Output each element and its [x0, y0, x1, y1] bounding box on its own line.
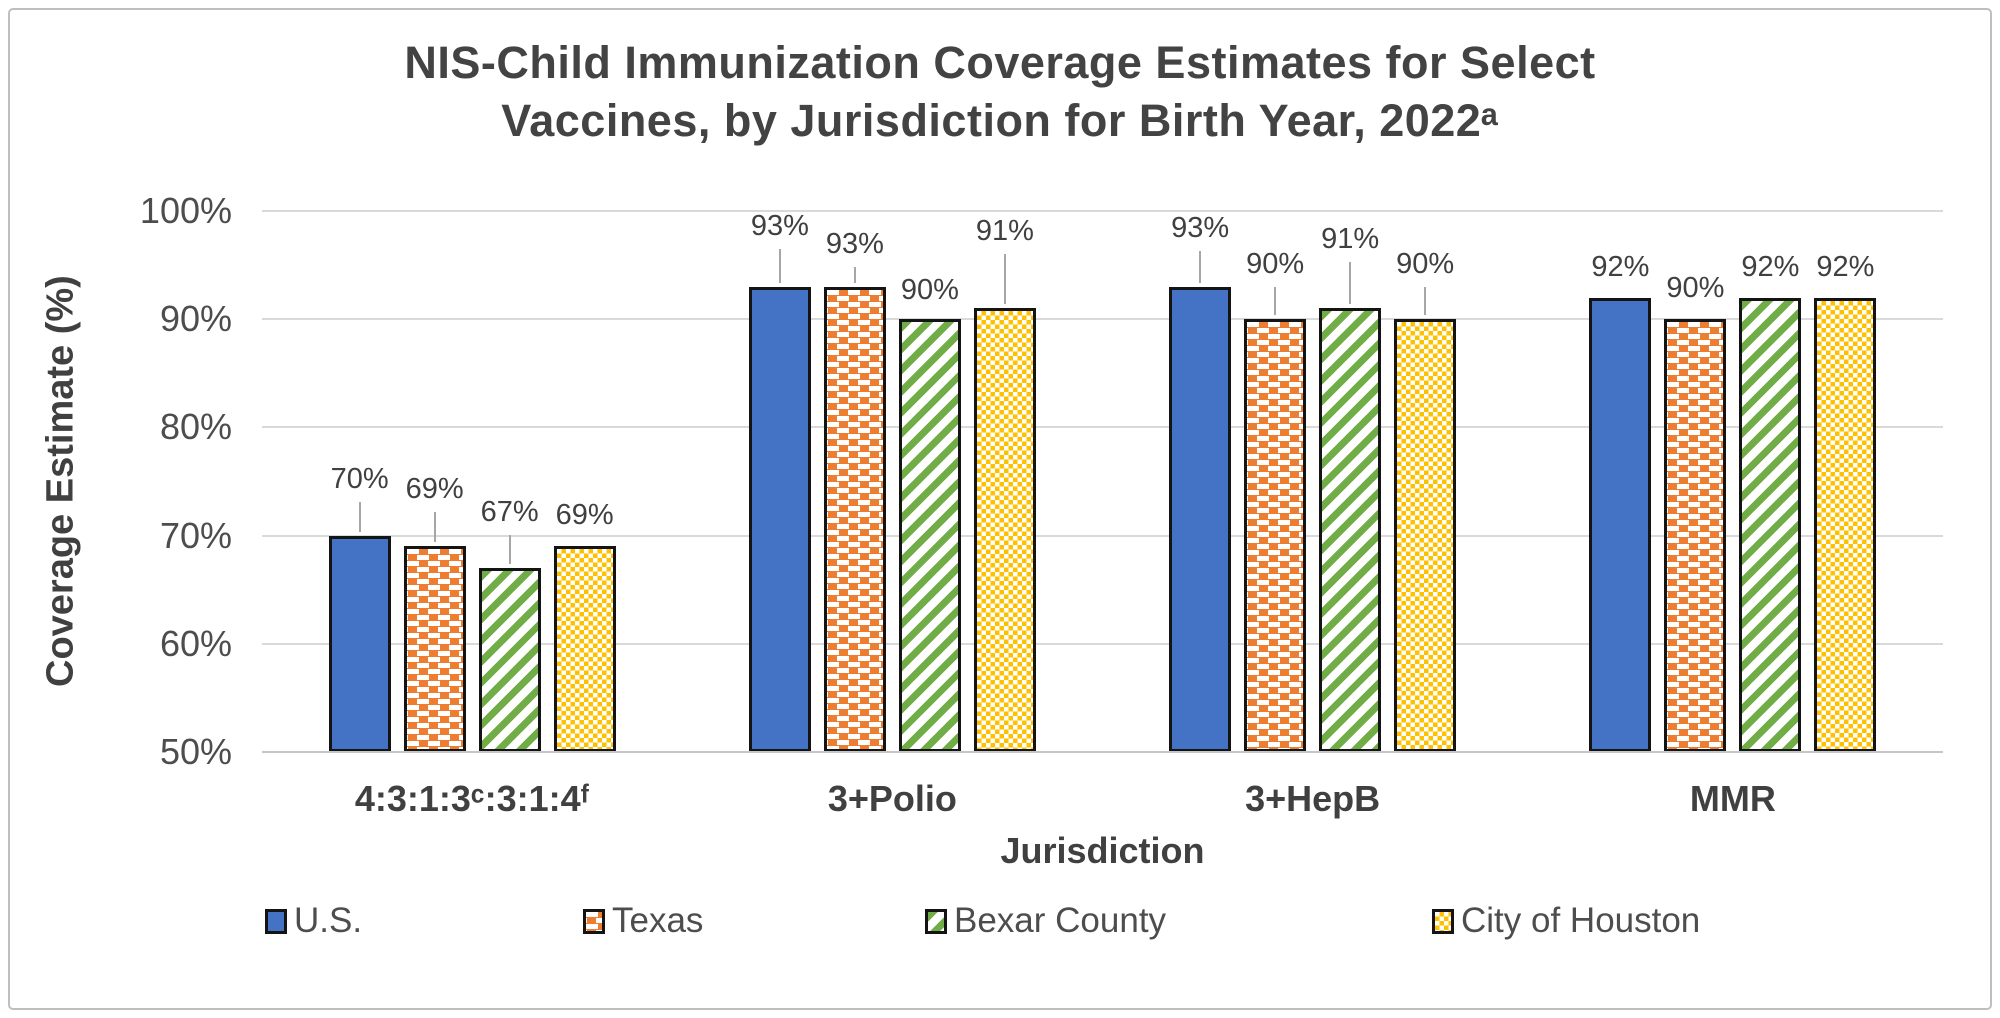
- chart-title-line-2: Vaccines, by Jurisdiction for Birth Year…: [501, 95, 1499, 146]
- value-label: 91%: [975, 215, 1034, 248]
- bar-bexar-county-cat2: [898, 319, 961, 752]
- bar-city-of-houston-cat1: [553, 546, 616, 752]
- label-leader-line: [1274, 287, 1277, 316]
- x-axis-line: [262, 751, 1943, 753]
- value-label: 93%: [750, 209, 809, 242]
- value-label: 90%: [1396, 248, 1455, 281]
- label-leader-line: [1424, 287, 1427, 316]
- y-tick-label: 70%: [159, 514, 232, 556]
- gridline: [262, 426, 1943, 429]
- y-tick-label: 90%: [159, 298, 232, 340]
- x-category-label: MMR: [1689, 778, 1776, 819]
- gridline: [262, 318, 1943, 321]
- value-label: 70%: [330, 462, 389, 495]
- legend-swatch-texas: [583, 908, 605, 934]
- value-label: 91%: [1321, 223, 1380, 256]
- legend-swatch-u-s-: [265, 908, 287, 934]
- label-leader-line: [1349, 262, 1352, 305]
- chart-title-line-1: NIS-Child Immunization Coverage Estimate…: [404, 37, 1596, 88]
- bar-u-s--cat1: [328, 535, 391, 752]
- bar-texas-cat2: [823, 286, 886, 752]
- gridline: [262, 210, 1943, 212]
- value-label: 90%: [900, 274, 959, 307]
- legend-swatch-bexar-county: [925, 908, 947, 934]
- legend-item-bexar-county: Bexar County: [925, 901, 1166, 941]
- gridline: [262, 642, 1943, 645]
- y-tick-label: 80%: [159, 406, 232, 448]
- label-leader-line: [1003, 254, 1006, 305]
- value-label: 92%: [1591, 250, 1650, 283]
- bar-city-of-houston-cat3: [1394, 319, 1457, 752]
- value-label: 92%: [1816, 250, 1875, 283]
- legend-label-city-of-houston: City of Houston: [1461, 901, 1701, 940]
- label-leader-line: [853, 266, 856, 283]
- value-label: 69%: [405, 473, 464, 506]
- bar-u-s--cat2: [748, 286, 811, 752]
- label-leader-line: [358, 501, 361, 532]
- label-leader-line: [778, 248, 781, 283]
- legend-label-texas: Texas: [612, 901, 704, 940]
- bar-texas-cat4: [1664, 319, 1727, 752]
- value-label: 69%: [555, 499, 614, 532]
- bar-texas-cat1: [403, 546, 466, 752]
- gridline: [262, 534, 1943, 537]
- label-leader-line: [1199, 250, 1202, 283]
- label-leader-line: [508, 535, 511, 565]
- bar-bexar-county-cat1: [478, 568, 541, 752]
- value-label: 93%: [825, 227, 884, 260]
- legend-swatch-city-of-houston: [1432, 908, 1454, 934]
- x-category-label: 3+HepB: [1245, 778, 1381, 819]
- plot-area: 50% 60% 70% 80% 90% 100% 70% 69% 67% 69% 4:3:1:3ᶜ:…: [140, 191, 1943, 819]
- bar-city-of-houston-cat2: [973, 308, 1036, 752]
- x-axis-title: Jurisdiction: [1000, 830, 1205, 871]
- y-tick-label: 100%: [139, 190, 232, 231]
- bar-texas-cat3: [1244, 319, 1307, 752]
- legend-item-city-of-houston: City of Houston: [1432, 901, 1700, 941]
- x-category-label: 3+Polio: [827, 778, 957, 819]
- legend-item-u-s-: U.S.: [265, 901, 362, 941]
- y-tick-label: 50%: [159, 731, 232, 772]
- bar-bexar-county-cat4: [1739, 297, 1802, 752]
- legend-label-u-s-: U.S.: [294, 901, 363, 940]
- y-axis-title: Coverage Estimate (%): [39, 275, 82, 688]
- bar-u-s--cat3: [1169, 286, 1232, 752]
- bar-u-s--cat4: [1589, 297, 1652, 752]
- chart-title: NIS-Child Immunization Coverage Estimate…: [0, 34, 2000, 150]
- bar-bexar-county-cat3: [1319, 308, 1382, 752]
- value-label: 92%: [1741, 250, 1800, 283]
- legend-item-texas: Texas: [583, 901, 703, 941]
- value-label: 67%: [480, 496, 539, 529]
- bar-city-of-houston-cat4: [1814, 297, 1877, 752]
- label-leader-line: [433, 512, 436, 543]
- value-label: 90%: [1246, 248, 1305, 281]
- legend-label-bexar-county: Bexar County: [954, 901, 1167, 940]
- value-label: 90%: [1666, 272, 1725, 305]
- y-tick-label: 60%: [159, 622, 232, 664]
- x-category-label: 4:3:1:3ᶜ:3:1:4ᶠ: [354, 778, 590, 819]
- value-label: 93%: [1171, 211, 1230, 244]
